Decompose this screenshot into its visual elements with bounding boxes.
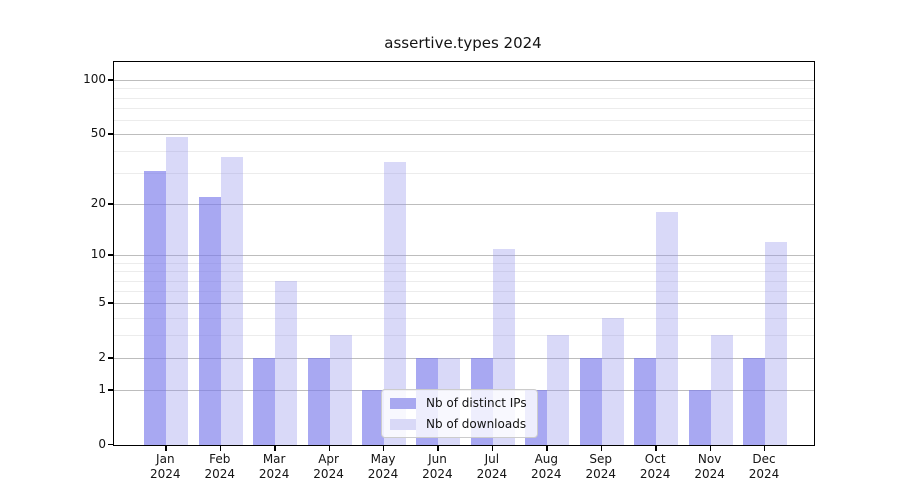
major-gridline [114,255,814,257]
y-tick-mark [108,203,113,205]
y-tick-mark [108,444,113,446]
y-axis-tick-labels: 0 1 2 5 10 20 50 100 [0,61,106,451]
bar-distinct-ips [144,171,167,445]
legend-swatch-distinct-ips [390,397,416,409]
x-tick-mark [328,446,330,451]
y-tick-mark [108,357,113,359]
minor-gridline [114,291,814,293]
bar-distinct-ips [743,358,766,445]
bar-downloads [384,161,407,445]
x-tick-label: Jul 2024 [476,452,508,481]
x-tick-label: Dec 2024 [748,452,780,481]
bar-downloads [765,242,788,445]
minor-gridline [114,173,814,175]
bar-distinct-ips [307,358,330,445]
y-tick-label: 10 [90,247,106,262]
legend-label: Nb of downloads [426,417,527,431]
x-tick-label: Jun 2024 [422,452,453,481]
x-tick-mark [437,446,439,451]
x-tick-mark [383,446,385,451]
minor-gridline [114,280,814,282]
bar-downloads [275,280,298,445]
minor-gridline [114,151,814,153]
bar-distinct-ips [253,358,276,445]
y-tick-label: 1 [98,382,106,397]
major-gridline [114,134,814,136]
y-tick-mark [108,133,113,135]
legend-item: Nb of distinct IPs [390,396,527,410]
minor-gridline [114,119,814,121]
bar-downloads [220,157,243,445]
x-tick-label: Feb 2024 [204,452,235,481]
major-gridline [114,358,814,360]
x-tick-label: Sep 2024 [585,452,616,481]
y-tick-label: 50 [90,126,106,141]
minor-gridline [114,107,814,109]
y-tick-label: 2 [98,350,106,365]
y-tick-mark [108,79,113,81]
legend: Nb of distinct IPs Nb of downloads [381,389,538,438]
y-tick-mark [108,254,113,256]
y-tick-mark [108,389,113,391]
x-tick-mark [165,446,167,451]
minor-gridline [114,88,814,90]
y-tick-mark [108,302,113,304]
plot-area: Nb of distinct IPs Nb of downloads [113,61,815,446]
bar-distinct-ips [634,358,657,445]
legend-label: Nb of distinct IPs [426,396,527,410]
x-tick-label: Nov 2024 [694,452,725,481]
y-tick-label: 0 [98,437,106,451]
chart-title: assertive.types 2024 [384,34,542,52]
bar-downloads [656,212,679,445]
bar-downloads [601,317,624,445]
bar-downloads [547,335,570,445]
minor-gridline [114,97,814,99]
bar-distinct-ips [198,197,221,445]
x-tick-mark [764,446,766,451]
y-tick-label: 20 [90,196,106,211]
x-tick-mark [491,446,494,451]
bar-distinct-ips [688,390,711,445]
x-tick-mark [600,446,603,451]
x-tick-label: Apr 2024 [313,452,344,481]
bar-downloads [710,335,733,445]
x-tick-mark [655,446,657,451]
x-tick-mark [274,446,276,451]
minor-gridline [114,271,814,273]
y-tick-label: 5 [98,295,106,310]
x-tick-label: May 2024 [367,452,399,481]
x-tick-mark [219,446,222,451]
x-tick-mark [709,446,711,451]
x-tick-label: Mar 2024 [258,452,290,481]
legend-item: Nb of downloads [390,417,527,431]
y-tick-label: 100 [83,72,106,87]
minor-gridline [114,317,814,319]
bar-distinct-ips [579,358,602,445]
bar-distinct-ips [362,390,385,445]
major-gridline [114,303,814,305]
major-gridline [114,80,814,82]
bar-downloads [329,335,352,445]
major-gridline [114,204,814,206]
minor-gridline [114,262,814,264]
x-tick-mark [546,446,548,451]
legend-swatch-downloads [390,418,416,430]
minor-gridline [114,335,814,337]
x-tick-label: Aug 2024 [531,452,562,481]
bar-downloads [166,137,189,445]
x-tick-label: Oct 2024 [639,452,671,481]
x-tick-label: Jan 2024 [150,452,181,481]
